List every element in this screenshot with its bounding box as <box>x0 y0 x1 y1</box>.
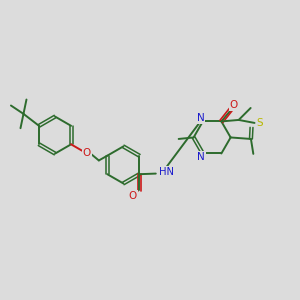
Text: S: S <box>256 118 263 128</box>
Text: O: O <box>129 191 137 201</box>
Text: O: O <box>82 148 91 158</box>
Text: N: N <box>197 152 205 162</box>
Text: HN: HN <box>159 167 174 177</box>
Text: N: N <box>196 113 204 123</box>
Text: O: O <box>230 100 238 110</box>
